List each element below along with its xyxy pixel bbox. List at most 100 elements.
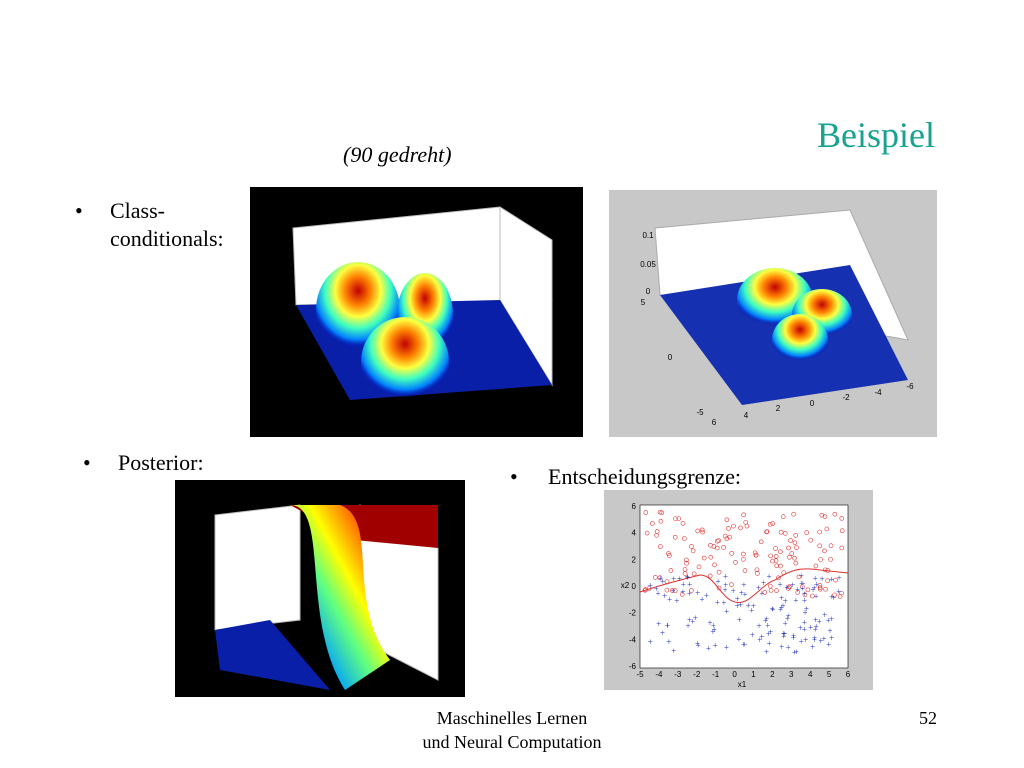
point: + bbox=[704, 590, 709, 600]
point bbox=[741, 512, 746, 518]
point: + bbox=[836, 586, 841, 596]
point bbox=[700, 529, 705, 535]
point bbox=[676, 516, 682, 521]
point bbox=[657, 575, 663, 580]
point: + bbox=[826, 640, 831, 650]
point: + bbox=[756, 621, 761, 631]
point bbox=[825, 578, 830, 583]
point bbox=[818, 557, 823, 562]
point bbox=[767, 583, 773, 589]
x-tick-label: -5 bbox=[636, 670, 644, 679]
point: + bbox=[723, 585, 728, 595]
point: + bbox=[827, 626, 832, 636]
point bbox=[715, 538, 720, 544]
x-tick-label: 4 bbox=[808, 670, 813, 679]
point bbox=[682, 536, 687, 541]
point bbox=[794, 545, 799, 550]
slide-title: Beispiel bbox=[817, 115, 935, 155]
point bbox=[664, 579, 670, 584]
point: + bbox=[750, 630, 755, 640]
point bbox=[804, 530, 810, 535]
point: + bbox=[781, 601, 786, 611]
point: + bbox=[803, 635, 808, 645]
point bbox=[695, 528, 701, 534]
y-axis-label: x2 bbox=[621, 581, 630, 590]
point bbox=[789, 551, 795, 556]
point: + bbox=[831, 593, 836, 603]
point: + bbox=[829, 575, 834, 585]
point bbox=[658, 544, 663, 549]
point bbox=[646, 586, 652, 591]
point bbox=[752, 550, 758, 556]
point bbox=[696, 564, 702, 570]
point bbox=[643, 510, 649, 515]
point: + bbox=[800, 584, 805, 594]
point: + bbox=[680, 587, 685, 597]
point: + bbox=[665, 621, 670, 631]
point bbox=[682, 567, 688, 572]
point bbox=[782, 531, 788, 536]
footer-text: und Neural Computation bbox=[423, 732, 602, 752]
point bbox=[800, 584, 805, 589]
point: + bbox=[654, 584, 659, 594]
posterior-image bbox=[175, 480, 465, 697]
point: + bbox=[715, 576, 720, 586]
x-tick-label: -2 bbox=[842, 393, 850, 402]
point: + bbox=[660, 576, 665, 586]
point bbox=[768, 588, 774, 593]
point bbox=[774, 563, 779, 569]
x-tick-label: 2 bbox=[770, 670, 775, 679]
point bbox=[673, 516, 678, 521]
point: + bbox=[742, 590, 747, 600]
point: + bbox=[687, 579, 692, 589]
point bbox=[672, 534, 678, 540]
point bbox=[792, 540, 798, 546]
point: + bbox=[777, 580, 782, 590]
point bbox=[658, 518, 664, 524]
point: + bbox=[671, 574, 676, 584]
point bbox=[716, 569, 722, 575]
point: + bbox=[723, 580, 728, 590]
point bbox=[684, 560, 689, 566]
point bbox=[796, 574, 802, 580]
point: + bbox=[759, 589, 764, 599]
point bbox=[650, 521, 655, 526]
bullet-text: Posterior: bbox=[118, 450, 204, 475]
point: + bbox=[800, 578, 805, 588]
point bbox=[770, 521, 776, 526]
point: + bbox=[759, 632, 764, 642]
point: + bbox=[829, 614, 834, 624]
point bbox=[642, 587, 648, 593]
point: + bbox=[799, 636, 804, 646]
point: + bbox=[813, 615, 818, 625]
point: + bbox=[813, 574, 818, 584]
point: + bbox=[767, 571, 772, 581]
point: + bbox=[818, 636, 823, 646]
point: + bbox=[764, 647, 769, 657]
point: + bbox=[671, 586, 676, 596]
point: + bbox=[770, 604, 775, 614]
point bbox=[786, 586, 791, 591]
point bbox=[819, 512, 825, 518]
point: + bbox=[783, 618, 788, 628]
point bbox=[743, 520, 749, 525]
bullet-text: Entscheidungsgrenze: bbox=[548, 464, 741, 489]
point: + bbox=[677, 574, 682, 584]
point bbox=[802, 592, 808, 598]
point: + bbox=[735, 601, 740, 611]
point: + bbox=[765, 620, 770, 630]
point: + bbox=[817, 616, 822, 626]
point: + bbox=[785, 614, 790, 624]
point: + bbox=[821, 634, 826, 644]
point: + bbox=[666, 637, 671, 647]
point bbox=[822, 567, 828, 573]
point: + bbox=[724, 643, 729, 653]
point: + bbox=[786, 643, 791, 653]
point bbox=[768, 553, 773, 559]
point bbox=[808, 537, 814, 543]
point: + bbox=[812, 633, 817, 643]
point: + bbox=[731, 586, 736, 596]
point bbox=[668, 568, 674, 573]
point bbox=[813, 563, 819, 569]
point bbox=[787, 554, 792, 560]
